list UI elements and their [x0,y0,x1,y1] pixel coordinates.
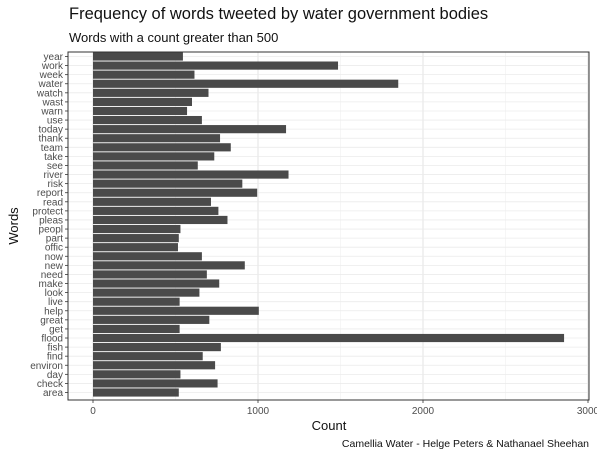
y-tick-label: offic [45,243,63,254]
bar-flood [93,333,565,343]
y-tick-label: watch [36,88,63,99]
bar-new [93,261,245,270]
x-axis-label: Count [312,418,347,433]
bar-find [93,352,203,361]
bar-peopl [93,224,181,234]
y-tick-label: use [47,116,64,127]
chart-subtitle: Words with a count greater than 500 [69,30,279,45]
bar-see [93,161,198,170]
bar-river [93,170,289,179]
y-tick-label: wast [41,97,63,108]
bar-check [93,379,218,388]
y-tick-label: make [39,279,64,290]
bar-environ [93,361,216,370]
bar-thank [93,134,221,143]
x-tick-label: 0 [90,406,96,417]
x-tick-label: 3000 [577,406,597,417]
y-tick-label: get [49,324,63,335]
bar-look [93,288,200,297]
bar-day [93,370,181,379]
y-tick-label: fish [47,343,63,354]
y-tick-label: today [39,125,63,136]
bar-live [93,297,180,306]
y-tick-label: report [37,188,63,199]
y-tick-label: now [45,252,64,263]
y-tick-label: year [44,52,64,63]
bar-area [93,388,179,397]
bar-protect [93,206,219,215]
y-tick-label: flood [41,334,63,345]
bar-use [93,115,202,125]
y-tick-label: look [45,288,64,299]
bar-make [93,279,220,288]
bar-great [93,315,210,324]
bar-team [93,143,231,152]
y-tick-label: area [43,388,63,399]
y-tick-label: read [43,197,63,208]
y-tick-label: thank [39,134,64,145]
bar-read [93,197,211,206]
bar-wast [93,97,192,106]
bar-help [93,306,259,315]
bar-work [93,61,339,70]
y-tick-label: protect [32,206,63,217]
bar-now [93,252,202,261]
bar-report [93,188,258,197]
bar-get [93,324,180,334]
y-tick-label: river [44,170,64,181]
y-tick-label: take [44,152,63,163]
bar-offic [93,243,178,252]
y-tick-label: find [47,352,63,363]
plot-panel-border [67,51,590,401]
x-tick-label: 1000 [247,406,270,417]
y-axis-label: Words [6,207,21,245]
bar-part [93,234,179,243]
y-tick-label: water [38,79,64,90]
bar-water [93,79,399,88]
y-tick-label: see [47,161,64,172]
chart-title: Frequency of words tweeted by water gove… [69,5,489,23]
chart-caption: Camellia Water - Helge Peters & Nathanae… [341,438,589,450]
y-tick-label: warn [40,106,63,117]
y-tick-label: live [48,297,63,308]
bar-pleas [93,215,228,225]
bar-warn [93,106,188,116]
bar-week [93,70,195,79]
bar-watch [93,88,209,97]
y-tick-label: new [45,261,64,272]
y-tick-label: team [41,143,63,154]
y-tick-label: part [46,234,63,245]
y-tick-label: need [41,270,63,281]
y-tick-label: help [44,306,63,317]
y-tick-label: week [39,70,64,81]
x-tick-label: 2000 [412,406,435,417]
bar-year [93,52,183,61]
y-tick-label: day [47,370,63,381]
y-tick-label: pleas [39,215,63,226]
bar-take [93,152,215,161]
y-tick-label: work [41,61,64,72]
y-tick-label: check [37,379,64,390]
y-tick-label: peopl [39,225,63,236]
bar-today [93,125,287,134]
y-tick-label: risk [47,179,64,190]
y-tick-label: environ [30,361,63,372]
y-tick-label: great [40,315,63,326]
bar-need [93,270,207,279]
bar-risk [93,179,243,188]
bar-fish [93,343,221,352]
